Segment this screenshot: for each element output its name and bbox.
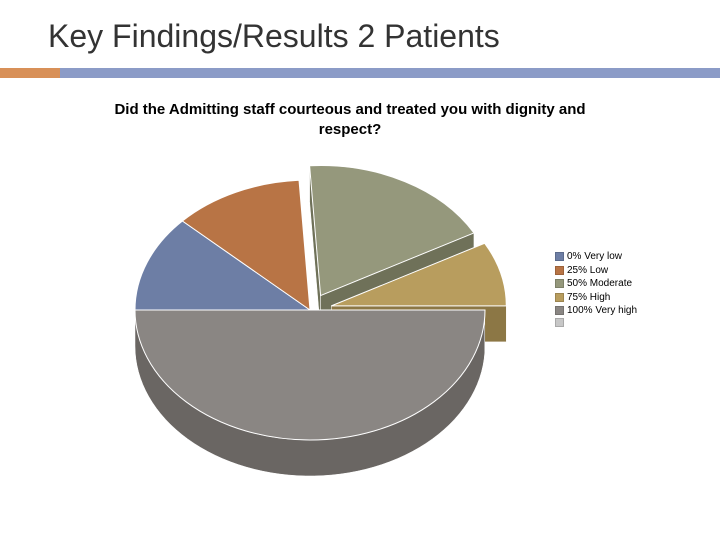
legend-label: 0% Very low [567,250,622,264]
legend-swatch [555,279,564,288]
pie-chart [90,150,530,490]
legend-label: 25% Low [567,264,608,278]
legend-item: 25% Low [555,264,637,278]
accent-bar [0,68,720,78]
legend-label: 50% Moderate [567,277,632,291]
legend-item: 50% Moderate [555,277,637,291]
legend-item: 0% Very low [555,250,637,264]
legend-swatch [555,293,564,302]
page-title: Key Findings/Results 2 Patients [0,0,720,65]
legend-swatch [555,252,564,261]
legend-label: 100% Very high [567,304,637,318]
chart-subtitle: Did the Admitting staff courteous and tr… [90,100,610,139]
legend-swatch [555,266,564,275]
legend-label: 75% High [567,291,610,305]
legend-item: 100% Very high [555,304,637,318]
legend-item [555,318,637,327]
legend-swatch [555,318,564,327]
chart-legend: 0% Very low25% Low50% Moderate75% High10… [555,250,637,327]
legend-item: 75% High [555,291,637,305]
legend-swatch [555,306,564,315]
